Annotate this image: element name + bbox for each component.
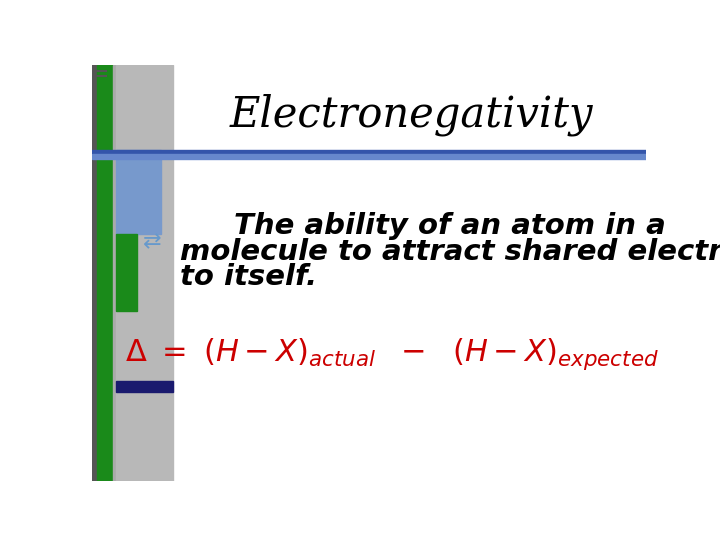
- Text: ⇄: ⇄: [143, 232, 161, 252]
- Text: to itself.: to itself.: [180, 264, 318, 291]
- Bar: [117, 234, 138, 311]
- Bar: [112, 65, 117, 481]
- Bar: [92, 150, 647, 154]
- Text: $\Delta\ =\ (H - X)_{\mathit{actual}}\ \ -\ \ (H - X)_{\mathit{expected}}$: $\Delta\ =\ (H - X)_{\mathit{actual}}\ \…: [125, 335, 659, 372]
- Text: Electronegativity: Electronegativity: [230, 93, 593, 136]
- Text: molecule to attract shared electrons: molecule to attract shared electrons: [180, 238, 720, 266]
- Bar: [117, 150, 161, 234]
- Bar: [92, 154, 647, 159]
- Text: The ability of an atom in a: The ability of an atom in a: [234, 213, 666, 240]
- Bar: [92, 65, 173, 481]
- Bar: [92, 65, 97, 481]
- Bar: [173, 65, 647, 481]
- Bar: [117, 65, 173, 481]
- Bar: [97, 65, 112, 481]
- Bar: [117, 381, 173, 392]
